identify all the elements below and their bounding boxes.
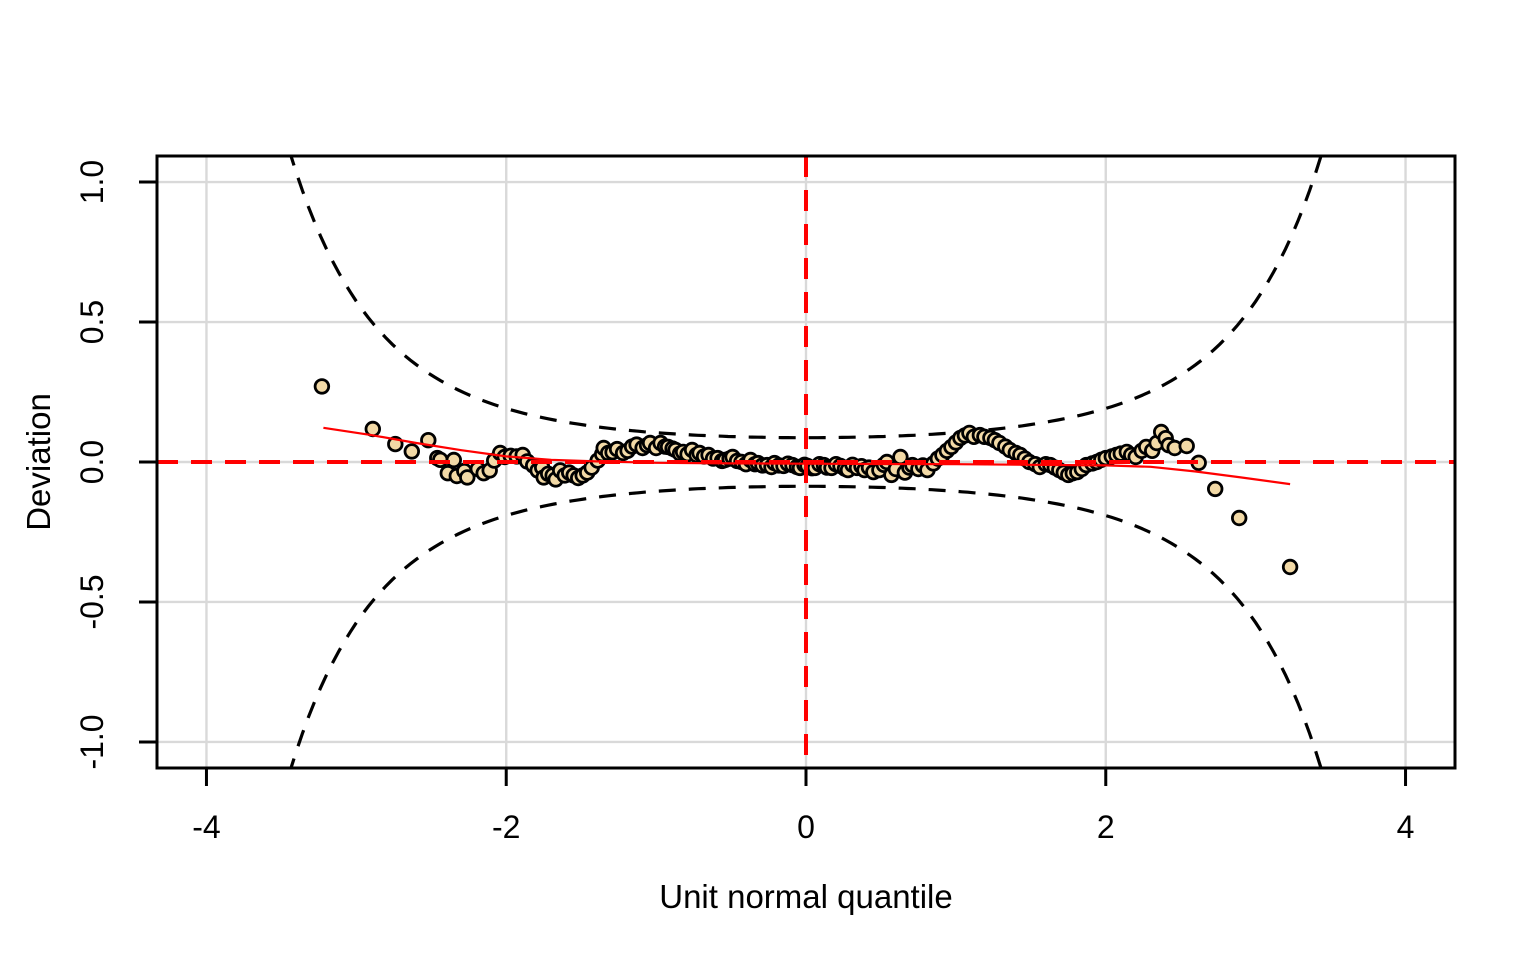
x-axis-title: Unit normal quantile	[659, 878, 953, 915]
y-tick-label: 0.0	[74, 440, 110, 484]
envelope-upper	[289, 156, 1323, 440]
x-tick-label: 0	[797, 809, 815, 845]
confidence-envelope	[289, 156, 1323, 768]
y-tick-label: 1.0	[74, 160, 110, 204]
reference-lines	[157, 156, 1455, 768]
y-tick-label: -1.0	[74, 714, 110, 769]
data-point	[1230, 509, 1248, 527]
fit-curve	[323, 426, 1291, 486]
data-point	[1178, 437, 1195, 455]
y-tick-label: -0.5	[74, 574, 110, 629]
x-tick-labels: -4 -2 0 2 4	[192, 809, 1414, 845]
axis-ticks	[139, 180, 1408, 786]
data-point	[432, 451, 449, 469]
data-point	[313, 378, 331, 395]
y-axis-title: Deviation	[20, 393, 57, 531]
data-point	[1281, 558, 1299, 576]
data-point	[403, 443, 421, 460]
x-tick-label: -4	[192, 809, 220, 845]
data-point	[1206, 480, 1224, 498]
x-tick-label: -2	[492, 809, 520, 845]
y-tick-label: 0.5	[74, 300, 110, 344]
x-tick-label: 2	[1097, 809, 1115, 845]
envelope-lower	[289, 484, 1323, 768]
y-tick-labels: -1.0 -0.5 0.0 0.5 1.0	[74, 160, 110, 770]
x-tick-label: 4	[1397, 809, 1415, 845]
fit-curve-layer	[323, 426, 1291, 486]
data-point	[459, 469, 476, 486]
